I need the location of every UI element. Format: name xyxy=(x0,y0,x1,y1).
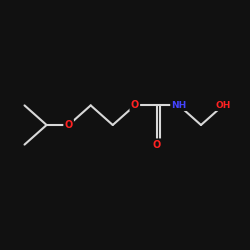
Text: NH: NH xyxy=(171,101,186,110)
Text: O: O xyxy=(153,140,161,149)
Text: O: O xyxy=(131,100,139,110)
Text: OH: OH xyxy=(215,101,231,110)
Text: O: O xyxy=(64,120,73,130)
